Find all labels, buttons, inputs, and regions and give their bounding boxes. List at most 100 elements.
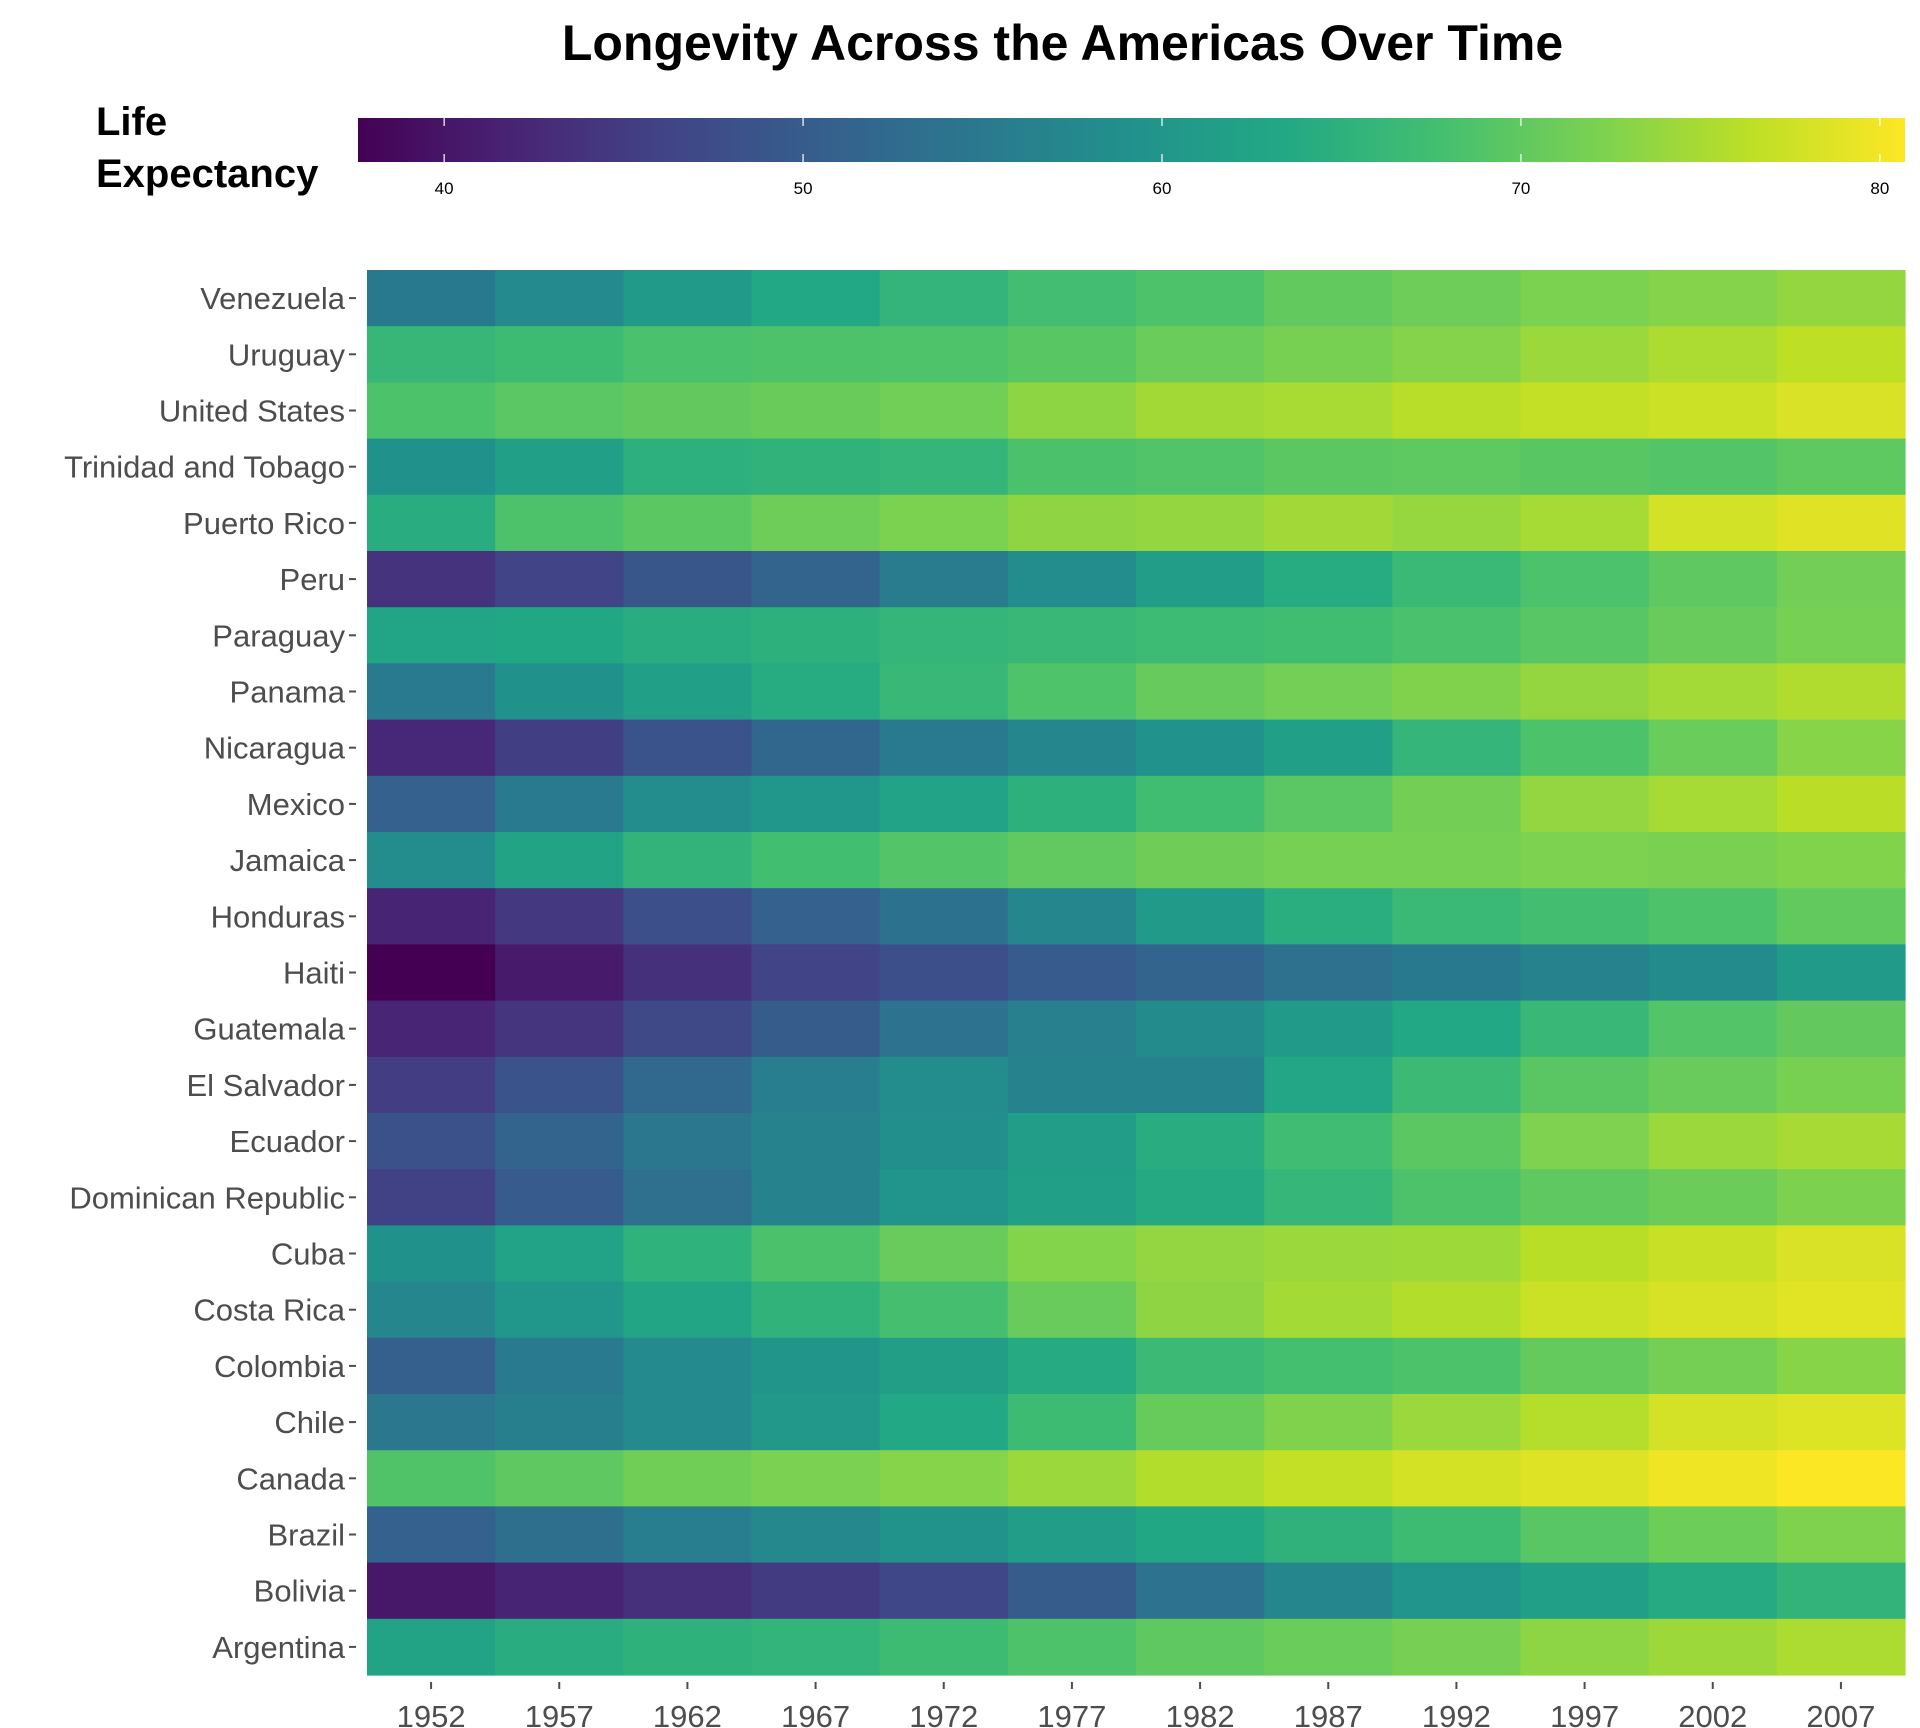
heatmap-cell [1136,326,1265,383]
heatmap-cell [879,1281,1009,1339]
heatmap-cell [751,326,881,383]
heatmap-cell [1520,1506,1650,1564]
heatmap-cell [1007,1618,1137,1676]
y-tick-label: Nicaragua [204,731,346,766]
heatmap-cell [751,663,881,721]
heatmap-cell [1392,326,1522,383]
heatmap-cell [367,382,496,440]
heatmap-cells [367,270,1906,1676]
heatmap-cell [879,1113,1009,1170]
y-axis-labels: Venezuela Uruguay United States Trinidad an… [64,281,356,1665]
heatmap-cell [367,944,496,1002]
heatmap-cell [1648,775,1778,833]
y-tick-label: Colombia [214,1349,346,1384]
heatmap-cell [1776,1056,1906,1114]
x-tick-label: 2002 [1678,1699,1747,1728]
legend-title: Life Expectancy [96,96,318,200]
heatmap-cell [1776,326,1906,383]
heatmap-cell [1392,551,1522,608]
heatmap-cell [1136,382,1265,440]
heatmap-cell [1007,1337,1137,1395]
heatmap-cell [623,832,753,889]
y-tick-label: Trinidad and Tobago [64,450,345,485]
heatmap-cell [495,494,624,552]
heatmap-cell [495,270,624,327]
heatmap-cell [1007,494,1137,552]
heatmap-cell [1776,438,1906,496]
heatmap-cell [1648,1337,1778,1395]
heatmap-cell [751,607,881,664]
heatmap-cell [879,663,1009,721]
x-tick-label: 2007 [1806,1699,1875,1728]
heatmap-cell [1264,663,1393,721]
heatmap-cell [1136,438,1265,496]
heatmap-cell [1264,1113,1393,1170]
heatmap-cell [1392,1169,1522,1226]
y-tick-label: Cuba [271,1237,346,1272]
heatmap-cell [1136,494,1265,552]
heatmap-cell [1776,1169,1906,1226]
heatmap-cell [1776,1506,1906,1564]
heatmap-cell [623,1394,753,1451]
heatmap-cell [751,1337,881,1395]
heatmap-cell [1007,1056,1137,1114]
y-tick-label: Panama [230,675,346,710]
heatmap-cell [367,438,496,496]
heatmap-cell [1264,551,1393,608]
heatmap-cell [1007,1281,1137,1339]
heatmap-cell [1392,607,1522,664]
heatmap-cell [1648,1169,1778,1226]
heatmap-cell [1007,1113,1137,1170]
heatmap-cell [1392,944,1522,1002]
heatmap-cell [1136,1113,1265,1170]
heatmap-cell [1264,1337,1393,1395]
heatmap-cell [1392,775,1522,833]
heatmap-cell [1648,1562,1778,1620]
heatmap-cell [367,663,496,721]
heatmap-cell [751,775,881,833]
heatmap-cell [1007,1169,1137,1226]
heatmap-cell [1264,832,1393,889]
heatmap-cell [623,607,753,664]
heatmap-cell [1136,1394,1265,1451]
heatmap-cell [367,719,496,777]
heatmap-cell [495,775,624,833]
heatmap-cell [623,382,753,440]
heatmap-cell [1392,270,1522,327]
heatmap-cell [623,270,753,327]
heatmap-cell [1392,1000,1522,1058]
heatmap-cell [751,382,881,440]
heatmap-cell [1007,1000,1137,1058]
heatmap-cell [1136,663,1265,721]
heatmap-cell [1136,1337,1265,1395]
heatmap-cell [623,438,753,496]
heatmap-cell [367,1562,496,1620]
heatmap-cell [1520,1169,1650,1226]
heatmap-cell [879,1056,1009,1114]
heatmap-cell [751,1618,881,1676]
heatmap-cell [1520,1000,1650,1058]
heatmap-cell [1392,1562,1522,1620]
heatmap-cell [879,944,1009,1002]
colorbar-tick-label: 70 [1511,179,1530,198]
heatmap-cell [1136,1169,1265,1226]
heatmap-cell [751,1394,881,1451]
heatmap-cell [367,1169,496,1226]
heatmap-cell [1392,663,1522,721]
heatmap-cell [1264,719,1393,777]
heatmap-cell [1520,326,1650,383]
heatmap-cell [495,832,624,889]
heatmap-cell [367,888,496,945]
heatmap-cell [1007,663,1137,721]
heatmap-cell [1648,438,1778,496]
heatmap-cell [1648,1450,1778,1507]
heatmap-cell [1264,1450,1393,1507]
y-tick-label: Chile [274,1405,345,1440]
heatmap-cell [1264,775,1393,833]
heatmap-cell [1007,607,1137,664]
heatmap-cell [1392,1618,1522,1676]
heatmap-cell [1520,438,1650,496]
heatmap-cell [1776,1618,1906,1676]
y-tick-label: Haiti [283,956,345,991]
colorbar-tick-label: 50 [794,179,813,198]
